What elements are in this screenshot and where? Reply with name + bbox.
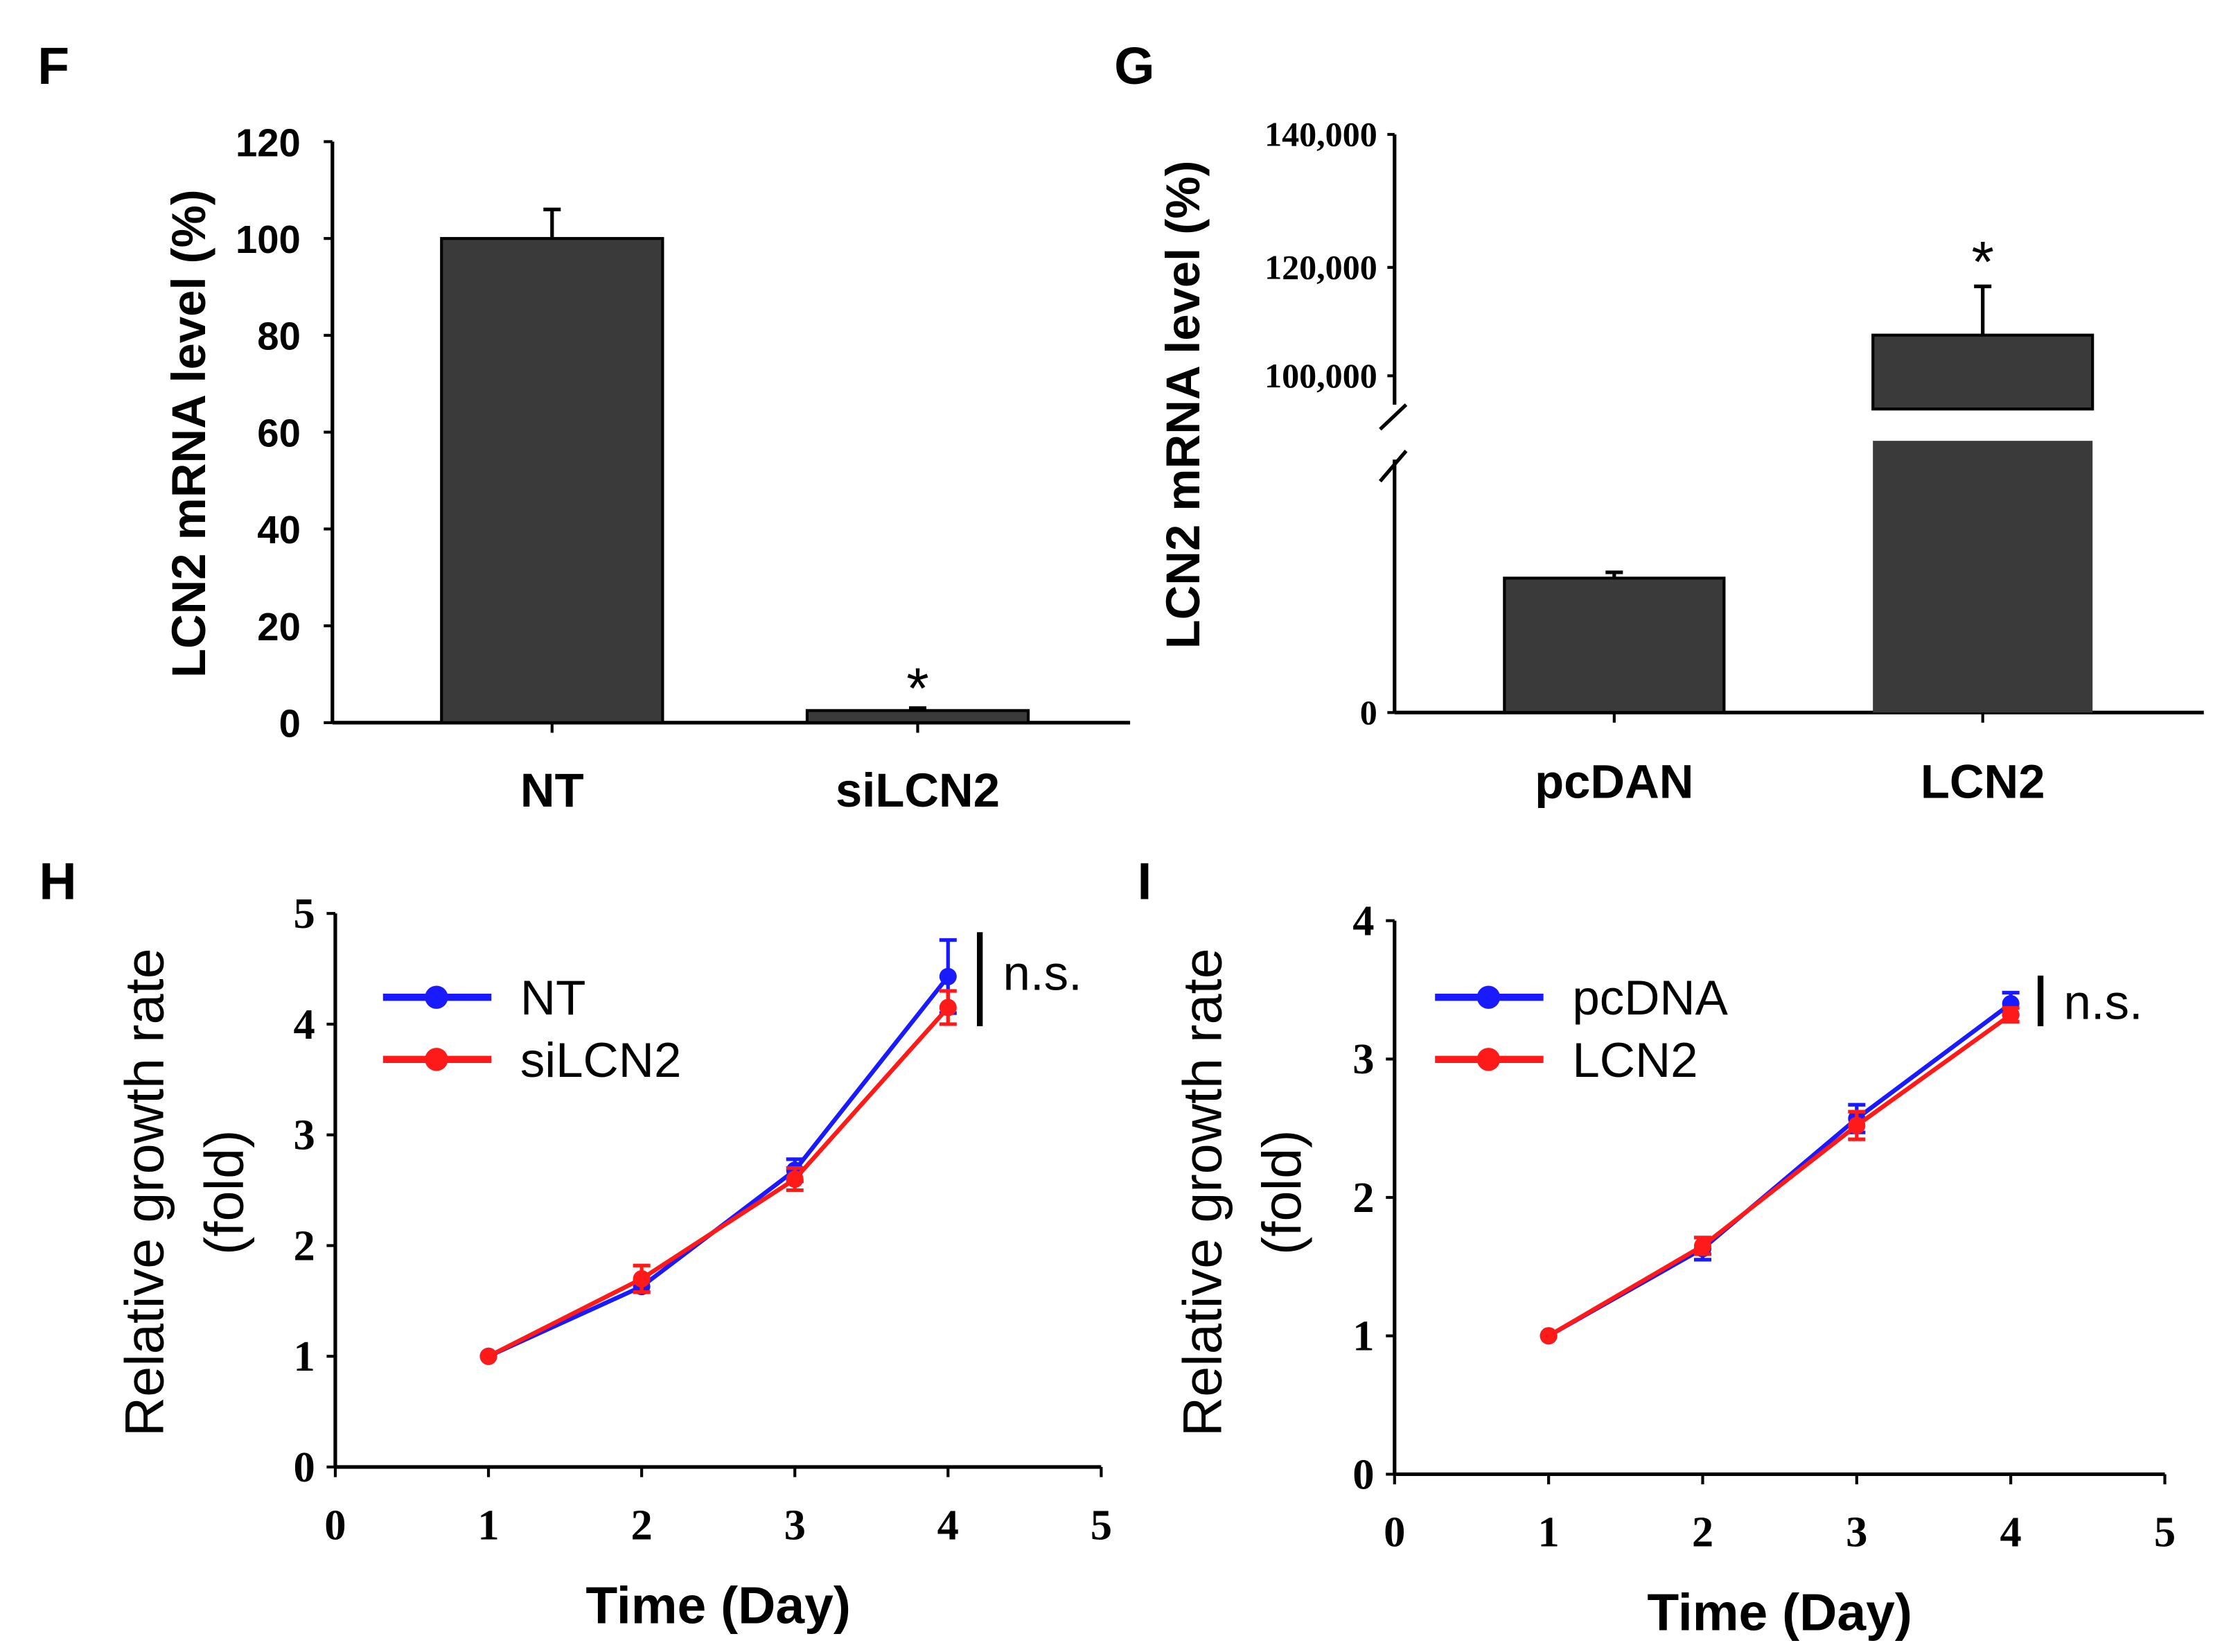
h-data-point [786, 1170, 804, 1188]
panel-label-f: F [37, 37, 69, 95]
g-y-tick-label: 120,000 [1264, 248, 1377, 287]
i-y-tick-label: 2 [1352, 1173, 1374, 1222]
h-series-line-siLCN2 [487, 1005, 950, 1359]
f-y-tick-label: 100 [236, 218, 301, 261]
h-y-tick-label: 0 [293, 1443, 315, 1491]
panel-label-g: G [1114, 37, 1154, 95]
g-y-tick-label: 0 [1360, 693, 1377, 732]
i-data-point [1693, 1237, 1711, 1255]
i-legend-label: LCN2 [1572, 1033, 1697, 1088]
h-legend-marker [425, 985, 448, 1009]
f-y-tick-label: 40 [257, 508, 301, 552]
panel-label-i: I [1138, 852, 1152, 910]
f-x-tick-label: siLCN2 [836, 764, 1000, 817]
i-legend-marker [1476, 985, 1501, 1009]
h-x-tick-label: 3 [784, 1500, 806, 1549]
h-legend-label: siLCN2 [520, 1033, 681, 1088]
i-x-tick-label: 3 [1846, 1508, 1867, 1556]
g-y-tick-label: 140,000 [1264, 115, 1377, 154]
g-bar-LCN2-lower [1873, 441, 2093, 713]
g-bar-pcDAN [1503, 577, 1726, 714]
h-x-tick-label: 5 [1091, 1500, 1112, 1549]
i-data-point [1848, 1116, 1866, 1134]
h-x-tick-label: 2 [630, 1500, 652, 1549]
h-y-axis-label-unit: (fold) [193, 1130, 254, 1255]
i-x-tick-label: 2 [1692, 1508, 1713, 1556]
f-y-tick-label: 120 [236, 121, 301, 164]
g-x-tick-label: LCN2 [1921, 755, 2045, 808]
f-y-tick-label: 60 [257, 411, 301, 455]
f-y-tick-label: 0 [279, 702, 301, 746]
i-data-point [2002, 1005, 2020, 1023]
i-ns-label: n.s. [2063, 975, 2142, 1030]
panel-label-h: H [39, 852, 76, 910]
f-significance-star: * [906, 656, 928, 721]
h-legend-marker [425, 1048, 448, 1071]
h-data-point [939, 999, 957, 1017]
h-y-tick-label: 3 [293, 1111, 315, 1159]
f-y-tick-label: 20 [257, 605, 301, 649]
h-data-point [633, 1269, 651, 1288]
h-x-tick-label: 4 [937, 1500, 959, 1549]
f-y-axis-label: LCN2 mRNA level (%) [162, 189, 215, 678]
f-bar-NT [440, 237, 664, 724]
h-data-point [479, 1347, 497, 1365]
i-x-axis-label: Time (Day) [1647, 1583, 1912, 1642]
g-y-axis-label: LCN2 mRNA level (%) [1156, 161, 1210, 649]
h-x-tick-label: 1 [477, 1500, 499, 1549]
g-axis-break-mark [1378, 450, 1408, 483]
i-x-tick-label: 1 [1537, 1508, 1559, 1556]
i-x-tick-label: 4 [2000, 1508, 2022, 1556]
i-y-tick-label: 0 [1352, 1450, 1374, 1498]
h-legend-label: NT [520, 971, 586, 1026]
h-x-axis-label: Time (Day) [585, 1576, 850, 1634]
i-y-tick-label: 1 [1352, 1312, 1374, 1360]
i-x-tick-label: 0 [1384, 1508, 1405, 1556]
h-y-axis-label: Relative growth rate [114, 948, 175, 1436]
g-x-tick-label: pcDAN [1535, 755, 1693, 808]
i-legend-label: pcDNA [1572, 971, 1728, 1026]
f-y-tick-label: 80 [257, 315, 301, 358]
i-x-tick-label: 5 [2154, 1508, 2176, 1556]
i-y-axis-label: Relative growth rate [1172, 948, 1233, 1436]
i-series-line-LCN2 [1547, 1012, 2012, 1338]
f-x-tick-label: NT [520, 764, 584, 817]
g-significance-star: * [1971, 229, 1993, 295]
i-y-tick-label: 3 [1352, 1035, 1374, 1083]
h-ns-label: n.s. [1003, 947, 1082, 1001]
i-legend-marker [1476, 1048, 1501, 1071]
h-data-point [939, 967, 957, 985]
i-y-axis-label-unit: (fold) [1251, 1130, 1312, 1255]
i-y-tick-label: 4 [1352, 896, 1374, 944]
h-x-tick-label: 0 [324, 1500, 346, 1549]
g-axis-break-mark [1379, 403, 1408, 431]
h-y-tick-label: 4 [293, 1000, 315, 1048]
h-y-tick-label: 5 [293, 889, 315, 938]
g-y-tick-label: 100,000 [1264, 356, 1377, 395]
h-y-tick-label: 1 [293, 1332, 315, 1380]
g-bar-LCN2-upper [1871, 333, 2095, 411]
i-data-point [1540, 1327, 1558, 1345]
h-y-tick-label: 2 [293, 1221, 315, 1269]
